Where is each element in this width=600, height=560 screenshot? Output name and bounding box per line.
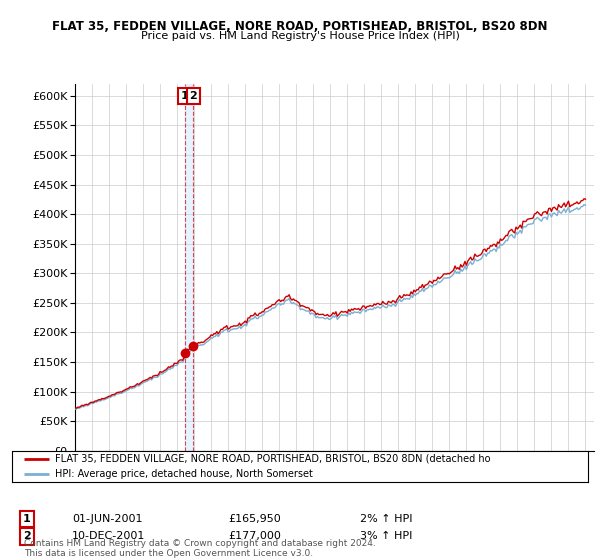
Text: £177,000: £177,000: [228, 531, 281, 542]
Bar: [185, 84, 193, 451]
Text: FLAT 35, FEDDEN VILLAGE, NORE ROAD, PORTISHEAD, BRISTOL, BS20 8DN (detached ho: FLAT 35, FEDDEN VILLAGE, NORE ROAD, PORT…: [55, 454, 491, 464]
Text: HPI: Average price, detached house, North Somerset: HPI: Average price, detached house, Nort…: [55, 469, 313, 479]
Text: 2: 2: [190, 91, 197, 101]
Text: 2% ↑ HPI: 2% ↑ HPI: [360, 514, 413, 524]
Text: Contains HM Land Registry data © Crown copyright and database right 2024.
This d: Contains HM Land Registry data © Crown c…: [24, 539, 376, 558]
Text: 01-JUN-2001: 01-JUN-2001: [72, 514, 143, 524]
Text: Price paid vs. HM Land Registry's House Price Index (HPI): Price paid vs. HM Land Registry's House …: [140, 31, 460, 41]
Text: £165,950: £165,950: [228, 514, 281, 524]
Text: 3% ↑ HPI: 3% ↑ HPI: [360, 531, 412, 542]
Text: 2: 2: [23, 531, 31, 542]
Text: 1: 1: [181, 91, 189, 101]
Text: 10-DEC-2001: 10-DEC-2001: [72, 531, 145, 542]
Text: FLAT 35, FEDDEN VILLAGE, NORE ROAD, PORTISHEAD, BRISTOL, BS20 8DN: FLAT 35, FEDDEN VILLAGE, NORE ROAD, PORT…: [52, 20, 548, 32]
Text: 1: 1: [23, 514, 31, 524]
